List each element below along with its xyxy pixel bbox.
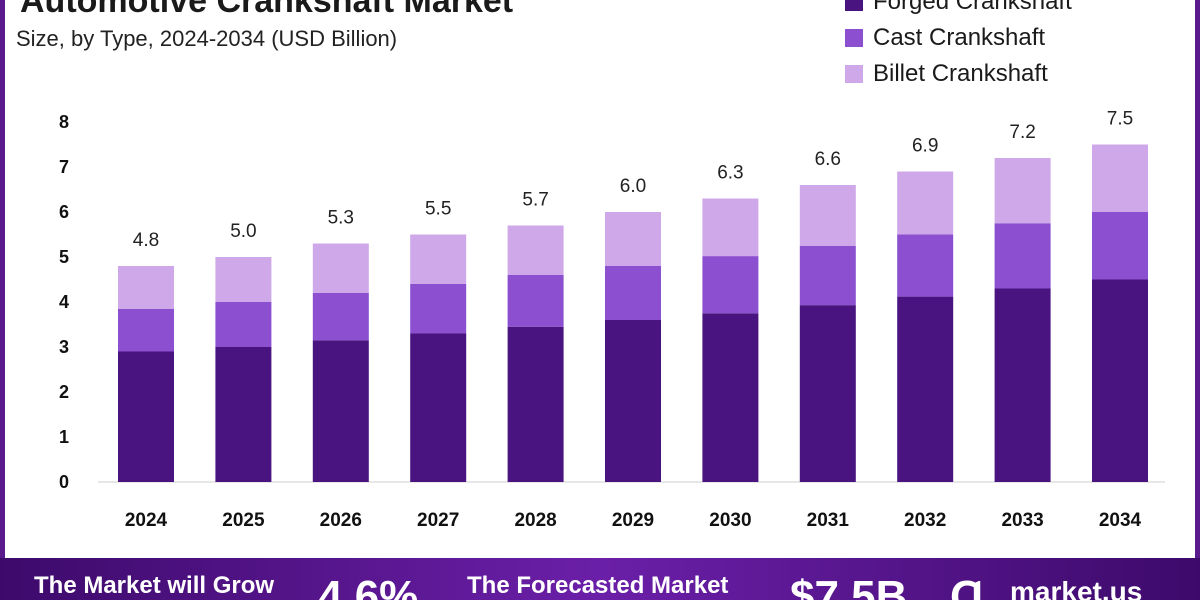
banner-growth-value: 4.6%	[318, 572, 419, 600]
bar-segment-cast	[605, 266, 661, 320]
bar-segment-billet	[702, 198, 759, 257]
bar-segment-forged	[507, 326, 564, 482]
bar-segment-forged	[897, 296, 954, 482]
x-tick-label: 2027	[417, 510, 459, 531]
summary-banner: The Market will Grow 4.6% The Forecasted…	[0, 558, 1200, 600]
y-tick-label: 5	[59, 247, 69, 267]
legend-swatch-cast	[845, 29, 863, 47]
legend-label-cast: Cast Crankshaft	[873, 24, 1046, 51]
bar-segment-billet	[605, 212, 661, 266]
bar-segment-cast	[799, 245, 856, 306]
chart-title: Automotive Crankshaft Market	[20, 0, 514, 20]
x-tick-label: 2029	[612, 510, 654, 531]
y-tick-label: 7	[59, 157, 69, 177]
x-tick-label: 2033	[1001, 510, 1043, 531]
y-tick-label: 3	[59, 337, 69, 357]
bar-segment-forged	[312, 340, 369, 482]
legend-item-cast: Cast Crankshaft	[845, 20, 1072, 56]
bar-segment-forged	[410, 333, 467, 482]
bar-segment-forged	[118, 351, 174, 482]
y-tick-label: 2	[59, 382, 69, 402]
x-tick-label: 2030	[709, 510, 751, 531]
x-tick-label: 2032	[904, 510, 946, 531]
bar-segment-cast	[1092, 212, 1148, 280]
y-tick-label: 6	[59, 202, 69, 222]
x-tick-label: 2028	[514, 510, 556, 531]
bar-segment-billet	[507, 225, 564, 275]
bar-segment-cast	[507, 275, 564, 327]
x-tick-label: 2025	[222, 510, 265, 531]
legend-label-forged: Forged Crankshaft	[873, 0, 1072, 15]
brand-name: market.us	[1010, 576, 1143, 600]
bar-total-label: 6.6	[815, 149, 841, 170]
bar-segment-cast	[702, 256, 759, 314]
stacked-bar-chart: 0 1 2 3 4 5 6 7 8 4.8 2024 5.0 2025 5.3 2026 5.5 2027 5.7…	[59, 109, 1165, 531]
x-tick-label: 2031	[807, 510, 850, 531]
bar-segment-cast	[410, 284, 467, 334]
bar-segment-billet	[1092, 144, 1148, 212]
x-tick-label: 2024	[125, 510, 168, 531]
bar-segment-billet	[410, 234, 467, 284]
bar-total-label: 5.3	[328, 208, 354, 229]
bar-total-label: 4.8	[133, 230, 159, 251]
banner-growth-text: The Market will Grow	[34, 572, 275, 599]
bar-segment-billet	[312, 243, 369, 293]
bar-total-label: 7.2	[1009, 122, 1035, 143]
banner-forecast-value: $7.5B	[790, 572, 908, 600]
bar-segment-forged	[799, 305, 856, 482]
y-tick-label: 0	[59, 472, 69, 492]
chart-subtitle: Size, by Type, 2024-2034 (USD Billion)	[16, 26, 398, 51]
bar-total-label: 5.7	[522, 190, 548, 211]
bar-segment-cast	[118, 308, 174, 352]
frame-border-left	[0, 0, 5, 560]
bar-segment-forged	[215, 347, 272, 482]
bar-segment-cast	[312, 293, 369, 341]
bar-segment-forged	[994, 288, 1051, 482]
x-tick-label: 2026	[320, 510, 362, 531]
legend-item-forged: Forged Crankshaft	[845, 0, 1072, 20]
bar-total-label: 6.0	[620, 176, 646, 197]
legend: Forged Crankshaft Cast Crankshaft Billet…	[845, 0, 1072, 92]
bar-segment-forged	[605, 320, 661, 482]
bar-total-label: 6.9	[912, 136, 938, 157]
bar-segment-billet	[118, 266, 174, 309]
bar-total-label: 6.3	[717, 163, 743, 184]
y-tick-label: 4	[59, 292, 69, 312]
bar-segment-billet	[994, 158, 1051, 224]
legend-label-billet: Billet Crankshaft	[873, 60, 1048, 87]
x-tick-label: 2034	[1099, 510, 1142, 531]
bar-segment-billet	[215, 257, 272, 302]
legend-swatch-billet	[845, 65, 863, 83]
bar-segment-billet	[799, 185, 856, 246]
bar-segment-cast	[215, 302, 272, 347]
banner-forecast-text: The Forecasted Market	[467, 572, 729, 599]
bar-segment-forged	[1092, 279, 1148, 482]
bar-total-label: 5.5	[425, 199, 451, 220]
y-tick-label: 1	[59, 427, 69, 447]
bar-segment-forged	[702, 313, 759, 482]
brand-logo-icon: Ɑ	[950, 572, 984, 600]
bar-total-label: 5.0	[230, 221, 256, 242]
bar-segment-billet	[897, 171, 954, 235]
legend-item-billet: Billet Crankshaft	[845, 56, 1072, 92]
y-tick-label: 8	[59, 112, 69, 132]
bar-segment-cast	[897, 234, 954, 297]
bar-segment-cast	[994, 223, 1051, 289]
bar-total-label: 7.5	[1107, 109, 1133, 130]
legend-swatch-forged	[845, 0, 863, 11]
frame-border-right	[1195, 0, 1200, 560]
